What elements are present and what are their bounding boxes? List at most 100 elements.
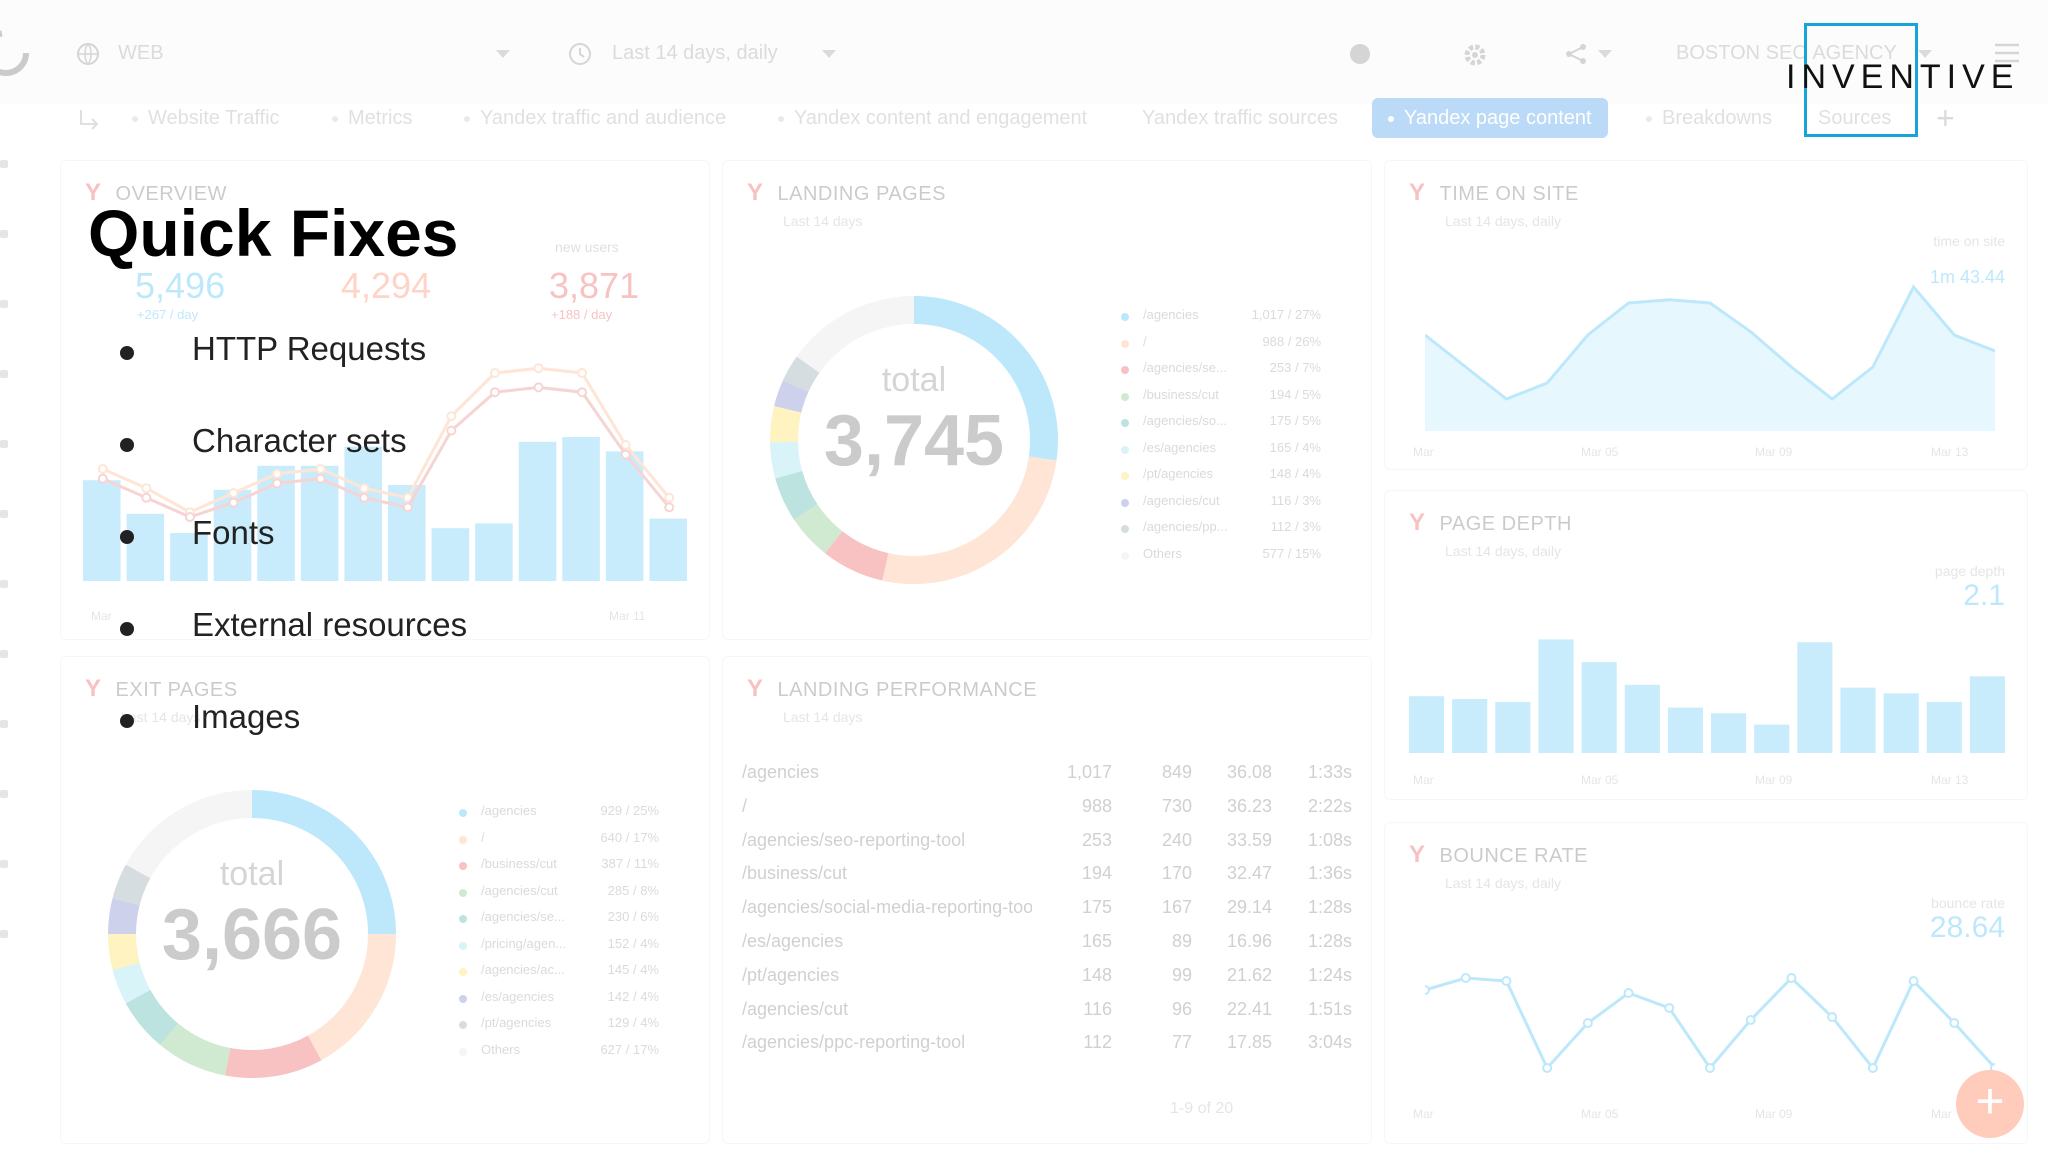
bounce-rate-card: Y BOUNCE RATE Last 14 days, daily bounce … <box>1384 822 2028 1144</box>
landing-pages-card: Y LANDING PAGES Last 14 days total 3,745 … <box>722 160 1372 640</box>
source-select[interactable]: WEB <box>118 42 164 65</box>
sidebar-icon[interactable] <box>0 370 8 378</box>
bullet-icon <box>120 530 134 544</box>
agency-select[interactable]: BOSTON SEO AGENCY <box>1676 42 1897 65</box>
app-logo-icon <box>0 30 29 76</box>
palette-icon[interactable] <box>1348 42 1372 66</box>
table-cell: 253 <box>1081 829 1112 850</box>
add-tab-button[interactable]: + <box>1936 100 1955 136</box>
sidebar-icon[interactable] <box>0 160 8 168</box>
sidebar-icon[interactable] <box>0 230 8 238</box>
table-row[interactable]: /agencies/cut 116 96 22.41 1:51s <box>742 999 1362 1033</box>
legend-dot <box>459 915 467 923</box>
legend-name: /business/cut <box>1143 386 1219 402</box>
sidebar-icon[interactable] <box>0 580 8 588</box>
donut-total-value: 3,745 <box>823 401 1005 481</box>
sidebar-icon[interactable] <box>0 510 8 518</box>
donut-slice <box>824 530 889 581</box>
period-select[interactable]: Last 14 days, daily <box>612 42 778 65</box>
legend-value: 387 / 11% <box>601 856 659 871</box>
donut-slice <box>251 790 396 935</box>
chart-point <box>1542 1063 1553 1073</box>
share-icon[interactable] <box>1564 42 1588 66</box>
table-cell: 36.08 <box>1226 762 1272 782</box>
table-row[interactable]: /agencies 1,017 849 36.08 1:33s <box>742 762 1362 796</box>
donut-slice <box>770 441 803 479</box>
table-row[interactable]: /agencies/seo-reporting-tool 253 240 33.59 1… <box>742 830 1362 864</box>
tab-metrics[interactable]: Metrics <box>332 98 412 138</box>
inventive-logo: INVENTIVE <box>1786 58 2020 96</box>
table-row[interactable]: /pt/agencies 148 99 21.62 1:24s <box>742 965 1362 999</box>
table-cell: 2:22s <box>1307 795 1352 816</box>
tab-label: Breakdowns <box>1662 107 1773 129</box>
time-on-site-chart <box>1425 284 1995 431</box>
tab-sources[interactable]: Sources <box>1818 98 1891 138</box>
table-cell: 77 <box>1171 1032 1192 1053</box>
bullet-text: Fonts <box>192 514 275 551</box>
sidebar <box>0 104 14 1152</box>
table-row[interactable]: /agencies/social-media-reporting-tool 175… <box>742 897 1362 931</box>
legend-dot <box>459 994 467 1003</box>
legend-name: /agencies/so... <box>1143 413 1227 428</box>
sidebar-icon[interactable] <box>0 720 8 728</box>
table-row[interactable]: / 988 730 36.23 2:22s <box>742 796 1362 830</box>
chart-bar <box>1926 701 1962 753</box>
sidebar-icon[interactable] <box>0 860 8 868</box>
table-cell: 148 <box>1081 964 1112 985</box>
sidebar-icon[interactable] <box>0 930 8 938</box>
tab-yandex-content-engagement[interactable]: Yandex content and engagement <box>778 98 1087 138</box>
bounce-rate-title: Y BOUNCE RATE <box>1409 841 1588 869</box>
sidebar-icon[interactable] <box>0 790 8 798</box>
chart-bar <box>83 480 121 581</box>
chevron-down-icon[interactable] <box>1918 50 1932 58</box>
tab-website-traffic[interactable]: Website Traffic <box>132 98 280 138</box>
gear-icon[interactable] <box>1462 42 1488 68</box>
tab-label: Sources <box>1818 107 1892 129</box>
tab-yandex-traffic-sources[interactable]: Yandex traffic sources <box>1142 98 1338 138</box>
chevron-down-icon[interactable] <box>496 50 510 58</box>
table-row[interactable]: /es/agencies 165 89 16.96 1:28s <box>742 931 1362 965</box>
bullet-icon <box>120 438 134 452</box>
menu-icon[interactable] <box>1994 42 2020 64</box>
table-row[interactable]: /agencies/ppc-reporting-tool 112 77 17.85 3:… <box>742 1032 1362 1066</box>
chart-point <box>446 425 457 436</box>
table-cell: /business/cut <box>742 863 848 884</box>
chevron-down-icon[interactable] <box>822 50 836 58</box>
sidebar-icon[interactable] <box>0 650 8 658</box>
tab-yandex-page-content[interactable]: Yandex page content <box>1372 98 1608 138</box>
card-title-text: OVERVIEW <box>115 183 227 205</box>
add-widget-button[interactable]: + <box>1956 1070 2024 1138</box>
axis-label: Mar 09 <box>1755 445 1793 459</box>
bullet-icon <box>120 714 134 728</box>
legend-dot <box>459 809 467 817</box>
table-pager[interactable]: 1-9 of 20 <box>1170 1100 1234 1117</box>
bullet-text: Character sets <box>192 422 407 459</box>
chart-point <box>1460 973 1471 983</box>
chart-point <box>1990 1063 1995 1073</box>
legend-dot <box>1121 419 1129 427</box>
tab-yandex-traffic-audience[interactable]: Yandex traffic and audience <box>464 98 726 138</box>
page-depth-card: Y PAGE DEPTH Last 14 days, daily page dep… <box>1384 490 2028 800</box>
nav-arrow-icon[interactable] <box>78 108 100 130</box>
sidebar-icon[interactable] <box>0 440 8 448</box>
sidebar-icon[interactable] <box>0 300 8 308</box>
table-cell: 17.85 <box>1226 1032 1272 1053</box>
table-cell: /agencies/seo-reporting-tool <box>742 829 966 850</box>
side-value-label: time on site <box>1933 233 2005 249</box>
table-cell: 1:51s <box>1307 998 1352 1019</box>
tab-breakdowns[interactable]: Breakdowns <box>1646 98 1772 138</box>
tab-dot <box>332 115 338 122</box>
donut-slice <box>112 962 151 1004</box>
legend-dot <box>459 941 467 950</box>
donut-slice <box>108 898 140 935</box>
table-cell: /agencies/cut <box>742 998 849 1019</box>
table-row[interactable]: /business/cut 194 170 32.47 1:36s <box>742 863 1362 897</box>
tab-label: Yandex traffic sources <box>1142 107 1339 129</box>
kpi-value-2: 4,294 <box>341 265 432 306</box>
tab-dot <box>464 115 470 122</box>
tab-label: Yandex traffic and audience <box>480 107 727 129</box>
legend-dot <box>1121 498 1129 507</box>
legend-value: 148 / 4% <box>1269 466 1321 481</box>
chevron-down-icon[interactable] <box>1598 50 1612 58</box>
donut-total-label: total <box>881 361 947 399</box>
